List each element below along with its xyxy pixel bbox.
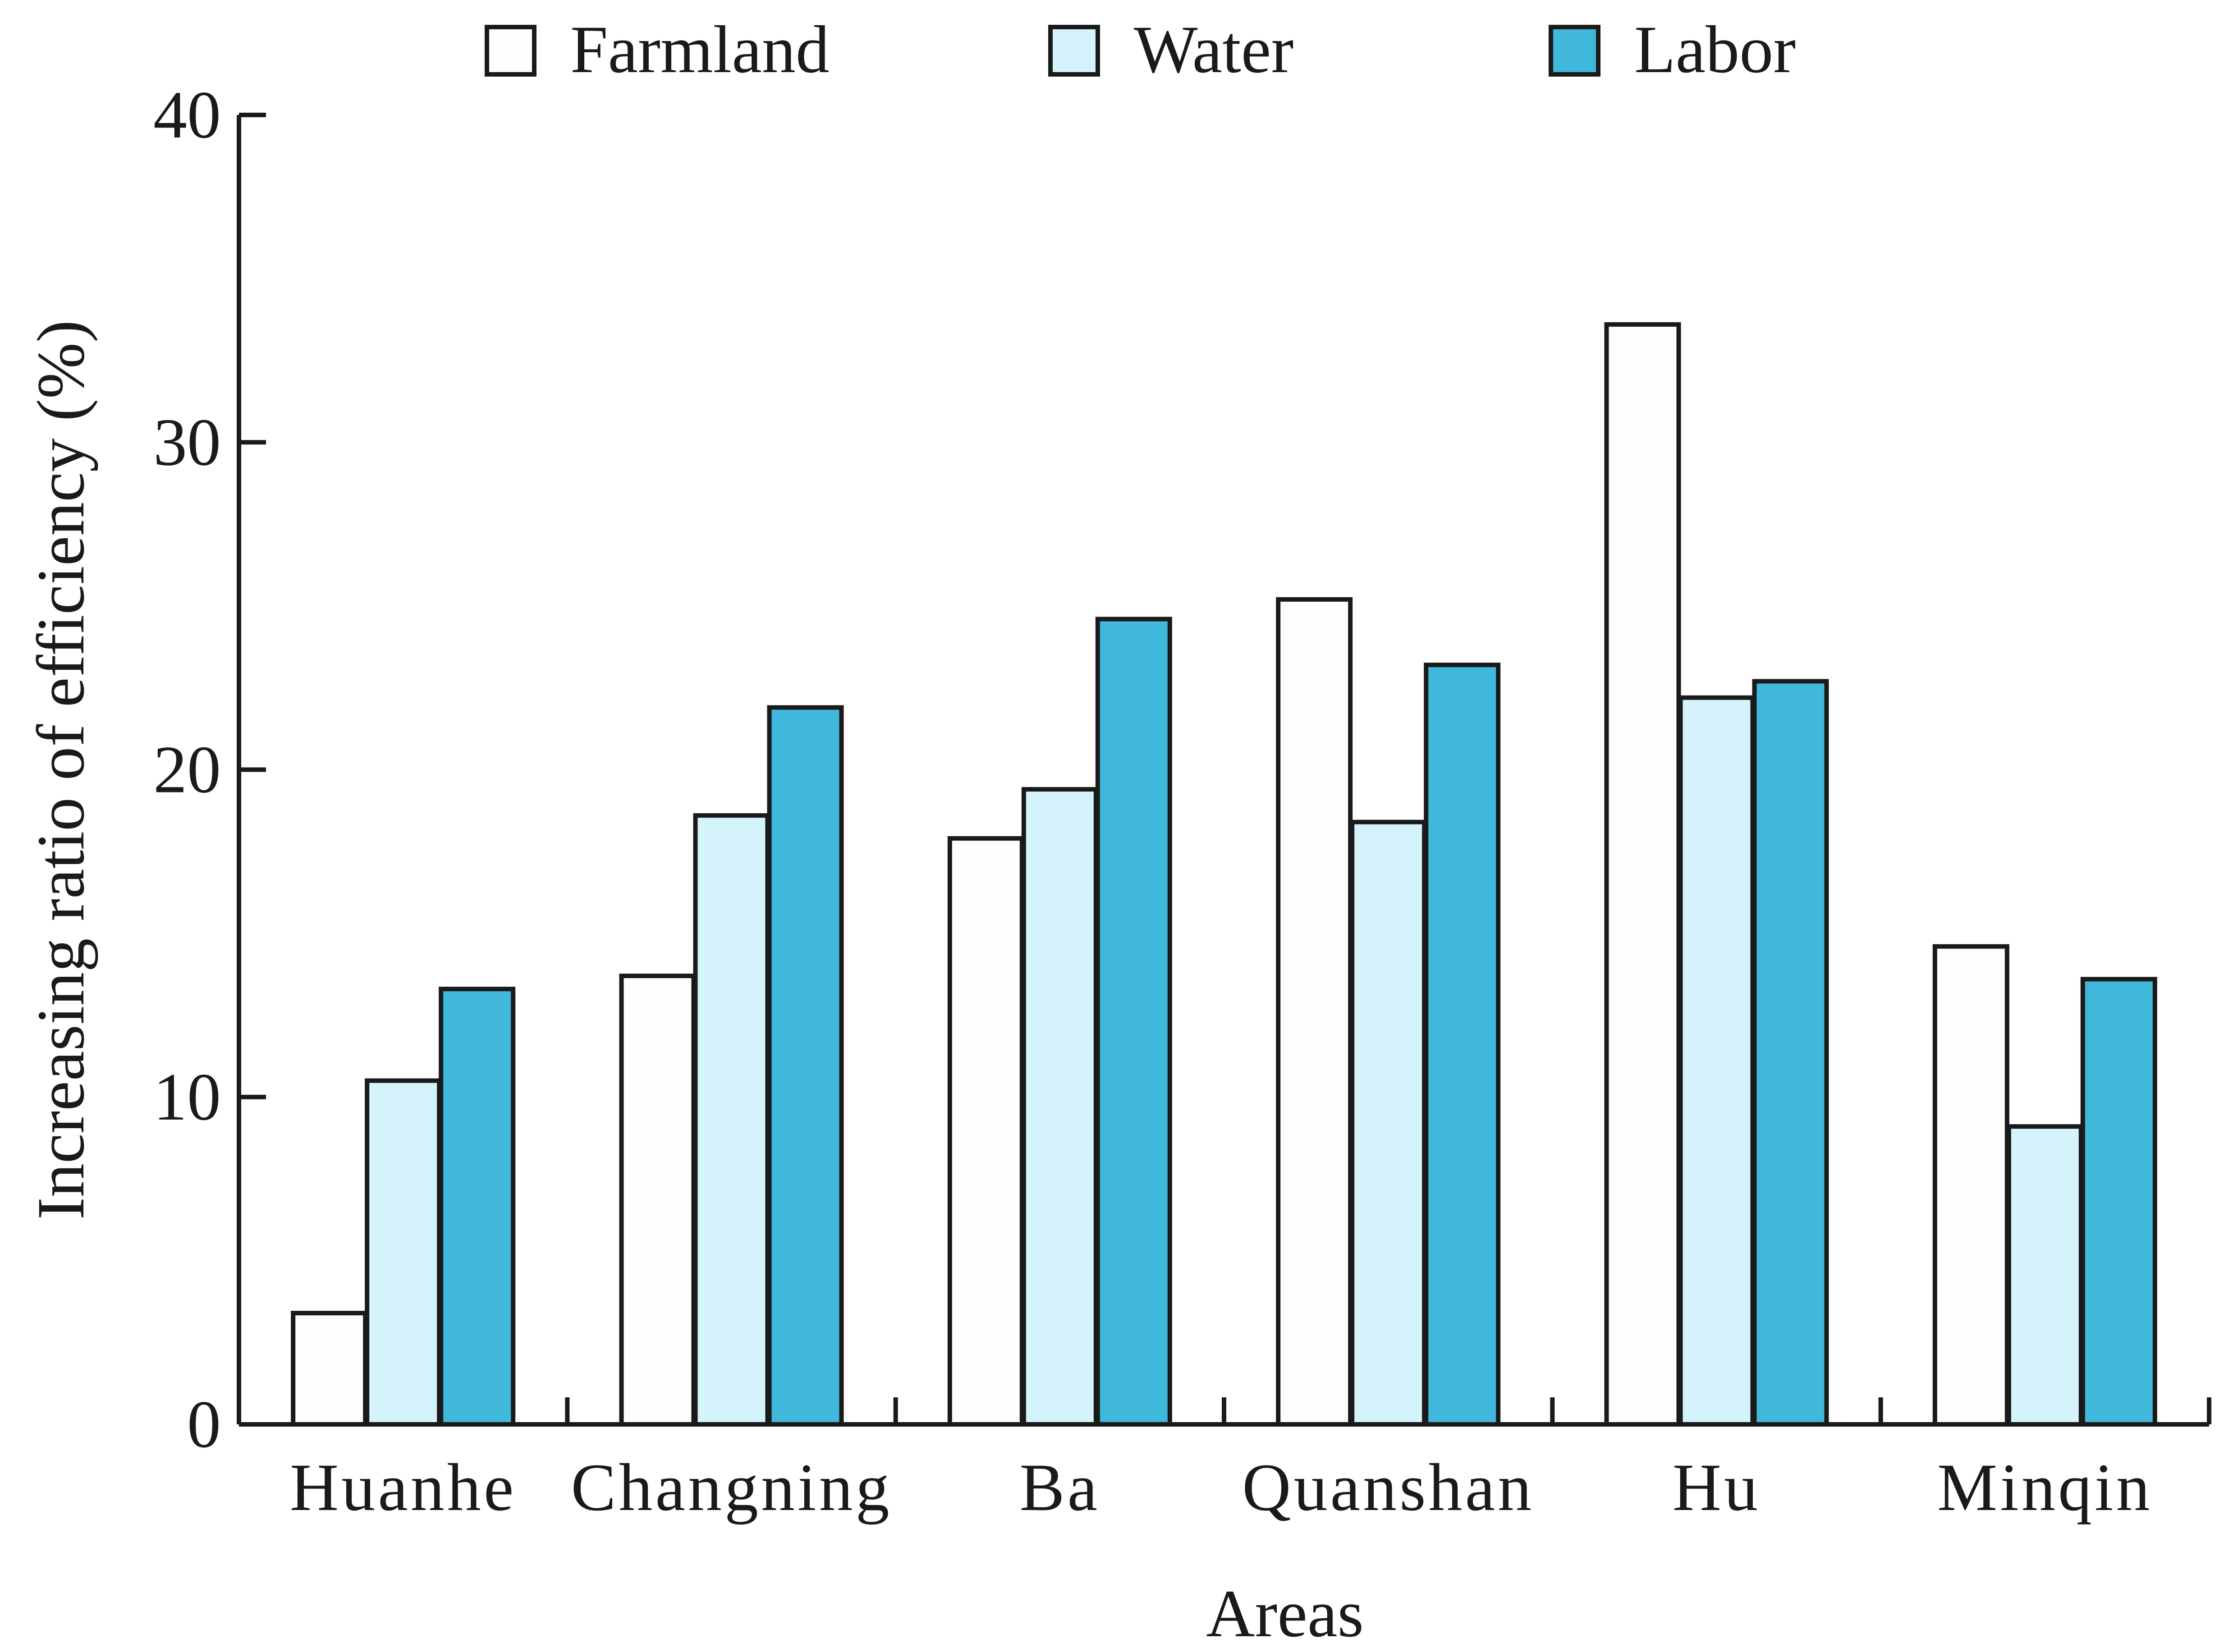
bar-labor-hu [1752, 679, 1829, 1427]
x-category-label: Quanshan [1242, 1450, 1534, 1525]
legend-label-labor: Labor [1634, 12, 1796, 87]
bar-water-quanshan [1350, 819, 1427, 1427]
x-axis-title: Areas [1206, 1576, 1364, 1650]
x-category-label: Ba [1020, 1450, 1100, 1525]
bar-water-huanhe [365, 1078, 442, 1427]
bar-farmland-minqin [1932, 944, 2009, 1427]
bar-farmland-changning [619, 974, 696, 1427]
legend: Farmland Water Labor [485, 12, 1796, 87]
x-category-label: Changning [571, 1450, 892, 1525]
legend-swatch-farmland [485, 25, 536, 77]
y-tick-label: 0 [187, 1387, 221, 1462]
bar-farmland-ba [947, 836, 1024, 1427]
bar-labor-ba [1095, 617, 1172, 1427]
bar-water-hu [1678, 695, 1755, 1427]
y-tick-label: 10 [153, 1060, 221, 1135]
legend-label-farmland: Farmland [570, 12, 830, 87]
x-category-label: Minqin [1937, 1450, 2153, 1525]
bar-water-minqin [2006, 1124, 2083, 1427]
legend-label-water: Water [1134, 12, 1293, 87]
bar-labor-minqin [2080, 977, 2157, 1427]
bar-farmland-huanhe [291, 1311, 368, 1427]
bar-labor-huanhe [439, 987, 516, 1427]
bars [291, 322, 2157, 1427]
bar-water-ba [1021, 787, 1098, 1427]
bar-farmland-quanshan [1276, 597, 1353, 1427]
y-ticks: 0 10 20 30 40 [153, 78, 266, 1462]
bar-labor-quanshan [1424, 663, 1501, 1427]
bar-farmland-hu [1604, 322, 1681, 1427]
x-category-label: Huanhe [290, 1450, 516, 1525]
y-tick-label: 40 [153, 78, 221, 152]
x-ticks: Huanhe Changning Ba Quanshan Hu Minqin [290, 1397, 2211, 1525]
y-axis-title: Increasing ratio of efficiency (%) [23, 320, 98, 1220]
x-category-label: Hu [1673, 1450, 1761, 1525]
y-tick-label: 20 [153, 732, 221, 807]
bar-labor-changning [767, 705, 844, 1427]
axes [237, 115, 2209, 1427]
legend-swatch-labor [1549, 25, 1600, 77]
y-tick-label: 30 [153, 405, 221, 480]
legend-swatch-water [1048, 25, 1100, 77]
bar-water-changning [693, 813, 770, 1427]
